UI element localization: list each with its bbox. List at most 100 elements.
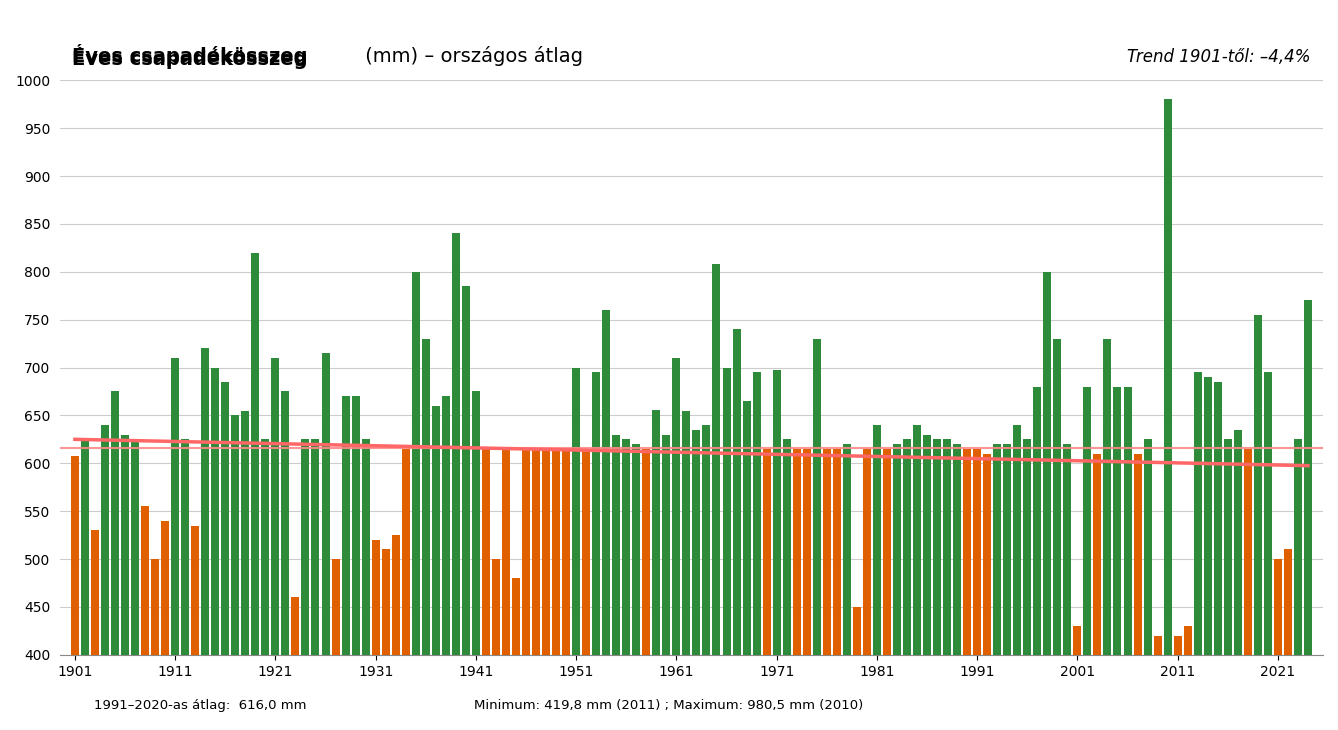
Bar	[1024, 439, 1032, 730]
Bar	[732, 329, 740, 730]
Bar	[1214, 382, 1222, 730]
Bar	[1084, 387, 1092, 730]
Bar	[562, 449, 570, 730]
Bar	[933, 439, 941, 730]
Bar	[392, 535, 400, 730]
Bar	[252, 253, 260, 730]
Bar	[792, 449, 800, 730]
Bar	[693, 430, 701, 730]
Bar	[1305, 301, 1313, 730]
Bar	[1093, 453, 1101, 730]
Bar	[221, 382, 229, 730]
Bar	[983, 453, 991, 730]
Bar	[582, 449, 590, 730]
Bar	[352, 396, 360, 730]
Bar	[1264, 372, 1272, 730]
Bar	[883, 449, 891, 730]
Bar	[653, 410, 661, 730]
Bar	[462, 286, 470, 730]
Bar	[181, 439, 189, 730]
Bar	[1224, 439, 1232, 730]
Bar	[482, 449, 490, 730]
Bar	[1274, 559, 1282, 730]
Bar	[80, 439, 88, 730]
Bar	[803, 449, 811, 730]
Bar	[401, 449, 409, 730]
Bar	[1013, 425, 1021, 730]
Bar	[191, 526, 199, 730]
Bar	[231, 415, 240, 730]
Bar	[131, 439, 139, 730]
Bar	[602, 310, 610, 730]
Bar	[1254, 315, 1262, 730]
Bar	[171, 358, 179, 730]
Bar	[812, 339, 820, 730]
Text: Éves csapadékösszeg: Éves csapadékösszeg	[72, 47, 308, 69]
Bar	[372, 540, 380, 730]
Bar	[301, 439, 309, 730]
Bar	[1053, 339, 1061, 730]
Bar	[272, 358, 280, 730]
Bar	[472, 391, 480, 730]
Bar	[973, 449, 981, 730]
Bar	[1173, 636, 1181, 730]
Bar	[712, 264, 720, 730]
Text: 1991–2020-as átlag:  616,0 mm: 1991–2020-as átlag: 616,0 mm	[94, 699, 306, 712]
Bar	[852, 607, 860, 730]
Bar	[211, 367, 219, 730]
Bar	[201, 348, 209, 730]
Bar	[673, 358, 681, 730]
Bar	[412, 272, 420, 730]
Bar	[1033, 387, 1041, 730]
Bar	[872, 425, 880, 730]
Bar	[492, 559, 500, 730]
Bar	[452, 234, 460, 730]
Bar	[622, 439, 630, 730]
Bar	[763, 449, 771, 730]
Bar	[502, 449, 510, 730]
Bar	[553, 449, 561, 730]
Bar	[140, 507, 149, 730]
Bar	[120, 434, 128, 730]
Bar	[953, 444, 961, 730]
Bar	[332, 559, 340, 730]
Bar	[573, 367, 581, 730]
Bar	[772, 370, 780, 730]
Bar	[381, 550, 389, 730]
Bar	[261, 439, 269, 730]
Bar	[682, 410, 690, 730]
Text: Minimum: 419,8 mm (2011) ; Maximum: 980,5 mm (2010): Minimum: 419,8 mm (2011) ; Maximum: 980,…	[475, 699, 863, 712]
Bar	[1204, 377, 1212, 730]
Bar	[281, 391, 289, 730]
Bar	[361, 439, 369, 730]
Bar	[161, 520, 169, 730]
Bar	[923, 434, 931, 730]
Bar	[1073, 626, 1081, 730]
Bar	[421, 339, 429, 730]
Bar	[111, 391, 119, 730]
Bar	[752, 372, 760, 730]
Bar	[743, 401, 751, 730]
Bar	[341, 396, 349, 730]
Bar	[442, 396, 450, 730]
Bar	[312, 439, 320, 730]
Text: Éves csapadékösszeg: Éves csapadékösszeg	[72, 44, 308, 66]
Bar	[1294, 439, 1302, 730]
Bar	[432, 406, 440, 730]
Bar	[321, 353, 329, 730]
Bar	[1164, 99, 1172, 730]
Bar	[1104, 339, 1112, 730]
Bar	[642, 449, 650, 730]
Bar	[292, 597, 300, 730]
Bar	[151, 559, 159, 730]
Bar	[993, 444, 1001, 730]
Bar	[533, 449, 541, 730]
Bar	[633, 444, 641, 730]
Bar	[943, 439, 951, 730]
Bar	[1234, 430, 1242, 730]
Bar	[723, 367, 731, 730]
Bar	[542, 449, 550, 730]
Bar	[832, 449, 840, 730]
Bar	[613, 434, 621, 730]
Bar	[1153, 636, 1161, 730]
